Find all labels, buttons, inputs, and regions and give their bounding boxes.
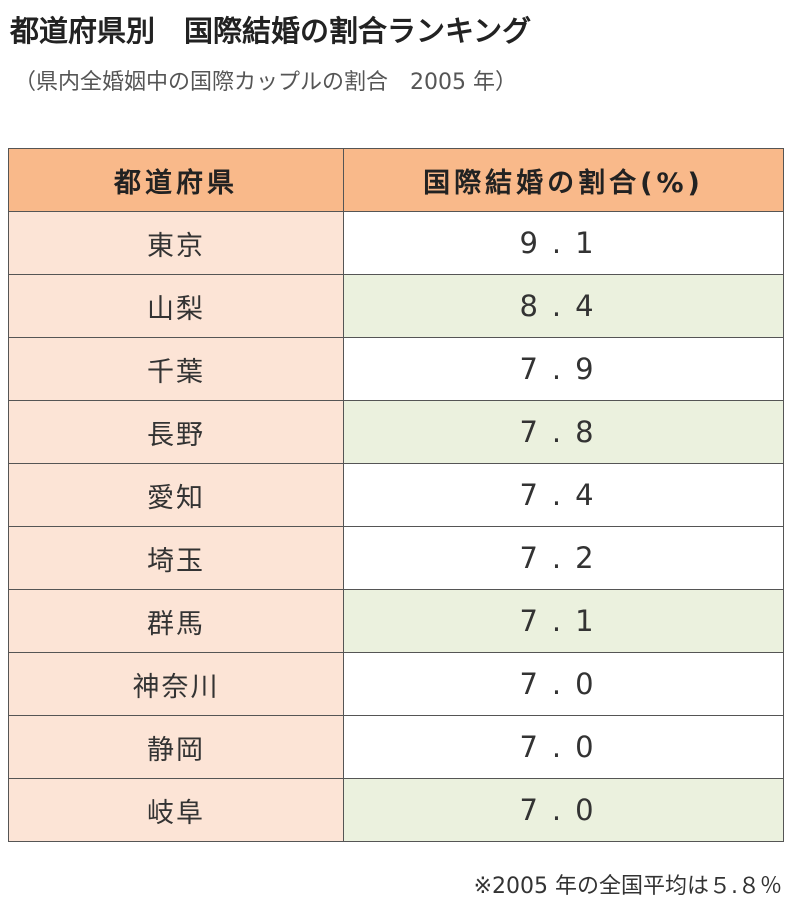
prefecture-cell: 東京 <box>8 211 344 275</box>
prefecture-cell: 群馬 <box>8 589 344 653</box>
table-row: 群馬 7.1 <box>8 589 784 653</box>
prefecture-cell: 静岡 <box>8 715 344 779</box>
table-row: 東京 9.1 <box>8 211 784 275</box>
footnote: ※2005 年の全国平均は５.８％ <box>473 874 782 899</box>
rate-cell: 7.4 <box>343 463 784 527</box>
prefecture-cell: 埼玉 <box>8 526 344 590</box>
table-row: 岐阜 7.0 <box>8 778 784 842</box>
rate-cell: 7.0 <box>343 652 784 716</box>
table-row: 千葉 7.9 <box>8 337 784 401</box>
prefecture-cell: 愛知 <box>8 463 344 527</box>
rate-cell: 9.1 <box>343 211 784 275</box>
rate-cell: 7.1 <box>343 589 784 653</box>
table-row: 愛知 7.4 <box>8 463 784 527</box>
prefecture-cell: 神奈川 <box>8 652 344 716</box>
rate-cell: 7.2 <box>343 526 784 590</box>
rate-cell: 8.4 <box>343 274 784 338</box>
table-row: 静岡 7.0 <box>8 715 784 779</box>
column-header: 都道府県 <box>8 148 344 212</box>
prefecture-cell: 千葉 <box>8 337 344 401</box>
ranking-table: 都道府県 国際結婚の割合(%) 東京 9.1 山梨 8.4 千葉 7.9 長野 7.8 愛知 7.… <box>8 148 784 842</box>
title: 都道府県別 国際結婚の割合ランキング <box>10 14 532 48</box>
table-row: 長野 7.8 <box>8 400 784 464</box>
subtitle: （県内全婚姻中の国際カップルの割合 2005 年） <box>14 70 517 95</box>
header-row: 都道府県 国際結婚の割合(%) <box>8 148 784 212</box>
rate-cell: 7.0 <box>343 778 784 842</box>
column-header: 国際結婚の割合(%) <box>343 148 784 212</box>
rate-cell: 7.9 <box>343 337 784 401</box>
prefecture-cell: 長野 <box>8 400 344 464</box>
prefecture-cell: 岐阜 <box>8 778 344 842</box>
table-row: 山梨 8.4 <box>8 274 784 338</box>
prefecture-cell: 山梨 <box>8 274 344 338</box>
rate-cell: 7.0 <box>343 715 784 779</box>
table-row: 埼玉 7.2 <box>8 526 784 590</box>
rate-cell: 7.8 <box>343 400 784 464</box>
table-row: 神奈川 7.0 <box>8 652 784 716</box>
